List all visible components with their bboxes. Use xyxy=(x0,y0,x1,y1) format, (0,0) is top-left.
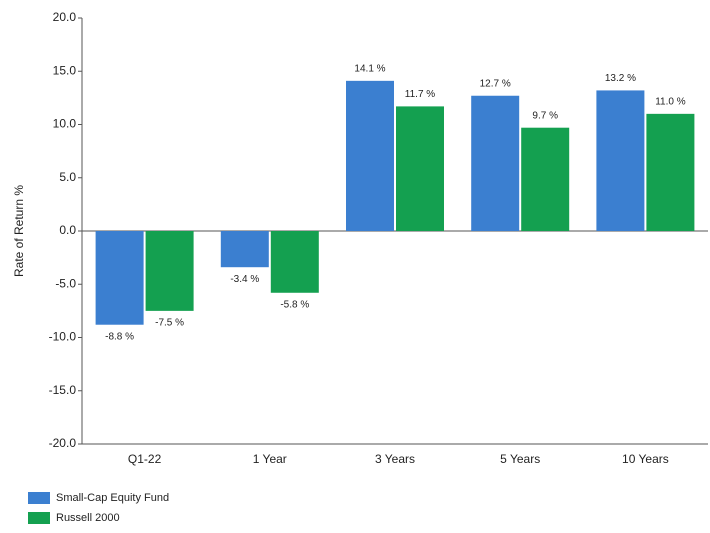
value-label: -5.8 % xyxy=(280,299,309,310)
x-tick-label: Q1-22 xyxy=(128,452,162,466)
value-label: 14.1 % xyxy=(354,63,385,74)
bar xyxy=(270,231,319,293)
bar xyxy=(646,113,695,231)
value-label: -7.5 % xyxy=(155,318,184,329)
value-label: 12.7 % xyxy=(480,78,511,89)
x-tick-label: 10 Years xyxy=(622,452,669,466)
legend-label: Russell 2000 xyxy=(56,512,120,524)
value-label: 13.2 % xyxy=(605,73,636,84)
x-tick-label: 3 Years xyxy=(375,452,415,466)
bar xyxy=(220,231,269,268)
value-label: -8.8 % xyxy=(105,331,134,342)
bar xyxy=(521,127,570,231)
value-label: 11.7 % xyxy=(405,89,435,100)
legend-swatch xyxy=(28,492,50,504)
legend-label: Small-Cap Equity Fund xyxy=(56,492,169,504)
value-label: 11.0 % xyxy=(655,96,685,107)
y-tick-label: -5.0 xyxy=(55,276,76,290)
y-tick-label: 20.0 xyxy=(53,10,77,24)
legend-swatch xyxy=(28,512,50,524)
y-tick-label: -20.0 xyxy=(49,436,77,450)
bar xyxy=(95,231,144,325)
y-tick-label: 0.0 xyxy=(59,223,76,237)
bar xyxy=(471,95,520,232)
bar xyxy=(145,231,194,311)
y-tick-label: 15.0 xyxy=(53,63,77,77)
y-tick-label: -10.0 xyxy=(49,330,77,344)
y-tick-label: 5.0 xyxy=(59,170,76,184)
x-tick-label: 5 Years xyxy=(500,452,540,466)
bar xyxy=(346,80,394,232)
y-tick-label: 10.0 xyxy=(53,117,77,131)
x-tick-label: 1 Year xyxy=(253,452,287,466)
y-axis-title: Rate of Return % xyxy=(12,185,26,277)
bar xyxy=(596,90,645,231)
value-label: 9.7 % xyxy=(532,110,558,121)
value-label: -3.4 % xyxy=(230,274,259,285)
bar xyxy=(396,106,444,231)
y-tick-label: -15.0 xyxy=(49,383,77,397)
